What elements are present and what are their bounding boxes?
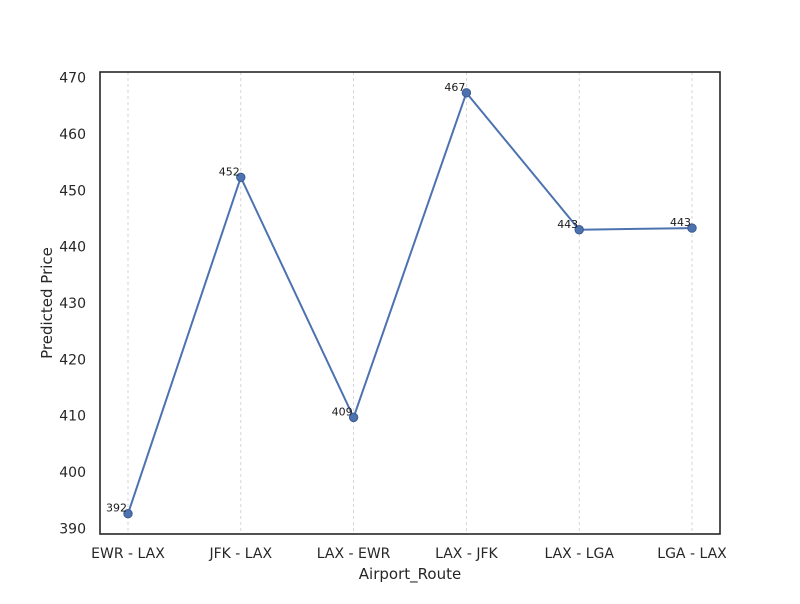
x-tick-label: EWR - LAX	[91, 546, 165, 562]
data-label: 467	[444, 81, 465, 94]
data-point	[123, 509, 133, 519]
x-tick-label: LAX - JFK	[435, 546, 498, 562]
plot-frame	[99, 71, 721, 535]
data-label: 443	[670, 216, 691, 229]
data-label: 409	[332, 405, 353, 418]
x-tick-label: LAX - EWR	[317, 546, 391, 562]
x-axis-title: Airport_Route	[359, 565, 461, 584]
data-point	[348, 412, 359, 423]
y-tick-label: 470	[59, 71, 86, 87]
y-tick-label: 430	[59, 296, 86, 312]
x-tick-label: LAX - LGA	[544, 546, 614, 562]
x-axis-ticks: EWR - LAX JFK - LAX LAX - EWR LAX - JFK LAX …	[91, 546, 727, 562]
data-point	[574, 225, 584, 235]
x-tick-label: JFK - LAX	[208, 546, 272, 562]
data-point	[236, 172, 246, 183]
data-label: 452	[219, 165, 240, 178]
y-tick-label: 460	[59, 127, 86, 143]
y-tick-label: 390	[59, 521, 86, 537]
y-tick-label: 410	[59, 409, 86, 425]
x-tick-label: LGA - LAX	[657, 546, 727, 562]
y-tick-label: 440	[59, 240, 86, 256]
grid-layer	[127, 72, 693, 534]
y-tick-label: 450	[59, 183, 86, 199]
y-axis-ticks: 390 400 410 420 430 440 450 460 470	[59, 71, 86, 538]
data-point	[687, 223, 697, 233]
y-tick-label: 400	[59, 465, 86, 481]
y-tick-label: 420	[59, 352, 86, 368]
series-line	[127, 90, 693, 515]
data-label: 392	[106, 502, 127, 515]
series-layer: 392 452 409 467 443 443	[106, 81, 697, 519]
data-point	[461, 88, 472, 98]
data-label: 443	[557, 218, 578, 231]
y-axis-title: Predicted Price	[38, 247, 56, 359]
